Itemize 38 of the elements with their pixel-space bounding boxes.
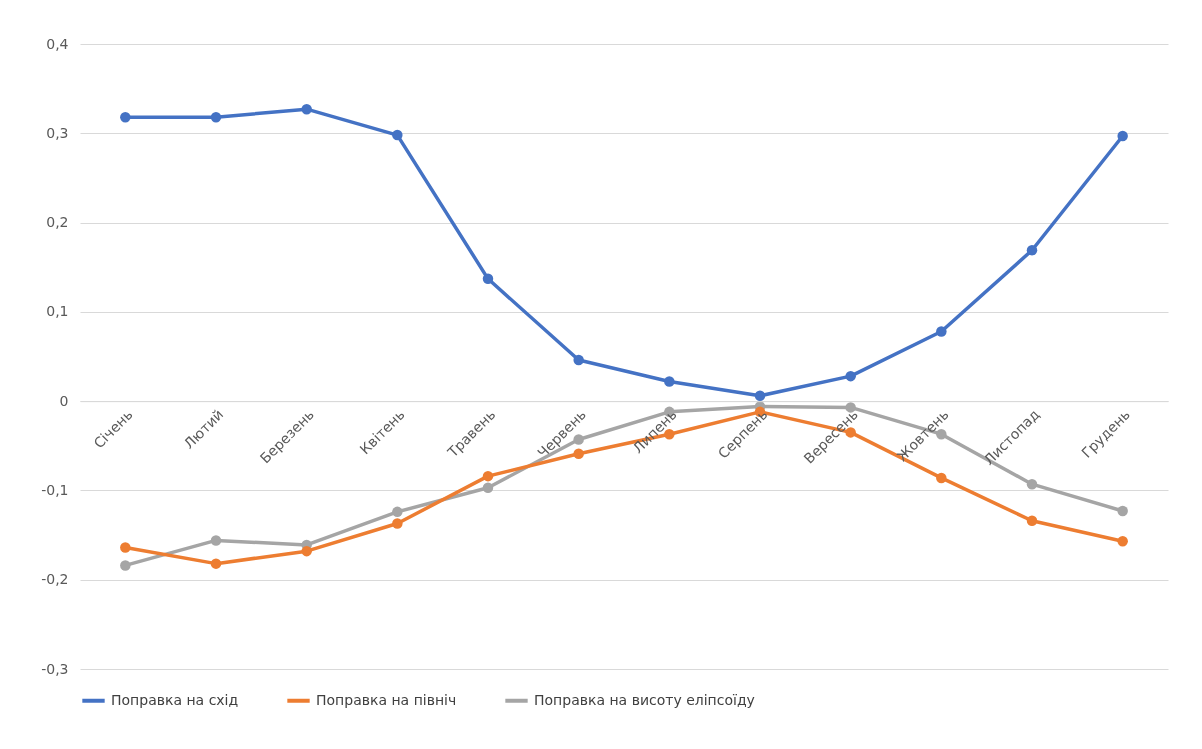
y-tick-label: 0,3 [46, 124, 69, 141]
point [936, 472, 947, 484]
y-tick-label: 0,4 [46, 35, 69, 52]
legend-label: Поправка на схід [111, 691, 239, 708]
point [664, 376, 675, 387]
point [1026, 478, 1038, 490]
point [482, 482, 494, 493]
point [1026, 515, 1038, 527]
legend-label: Поправка на північ [316, 691, 457, 708]
point [210, 535, 222, 546]
point [120, 560, 131, 571]
y-tick-label: -0,3 [41, 660, 69, 677]
point [845, 402, 856, 413]
point [754, 390, 766, 402]
y-tick-label: 0,2 [46, 214, 69, 231]
point [392, 518, 403, 529]
point [1117, 505, 1128, 517]
point [301, 545, 312, 557]
point [573, 354, 584, 366]
point [120, 111, 131, 123]
point [1117, 536, 1128, 547]
point [1026, 245, 1038, 256]
point [392, 506, 403, 518]
point [1117, 130, 1128, 142]
point [210, 111, 222, 123]
y-tick-label: -0,1 [41, 481, 69, 498]
point [482, 470, 494, 482]
y-tick-label: 0 [59, 392, 69, 409]
point [392, 129, 403, 141]
point [301, 103, 312, 115]
legend-label: Поправка на висоту еліпсоїду [534, 691, 755, 708]
y-tick-label: 0,1 [46, 303, 69, 320]
y-tick-label: -0,2 [41, 571, 69, 588]
point [845, 370, 856, 382]
point [210, 558, 222, 569]
point [482, 273, 494, 285]
point [936, 326, 947, 337]
point [120, 542, 131, 553]
